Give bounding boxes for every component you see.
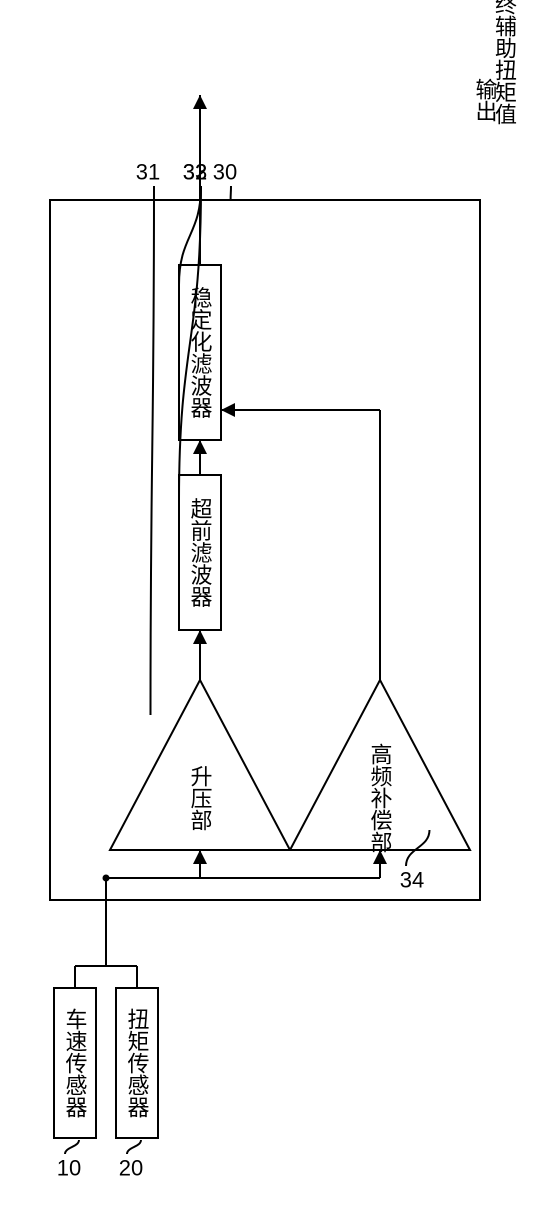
output-label-2: 最终辅助扭矩值 bbox=[492, 0, 517, 125]
hf-comp-label: 高频补偿部 bbox=[368, 743, 393, 853]
stab-filter-label: 稳定化滤波器 bbox=[188, 287, 213, 419]
speed-sensor-callout-num: 10 bbox=[57, 1156, 81, 1181]
boost-label: 升压部 bbox=[188, 765, 213, 831]
speed-sensor-label: 车速传感器 bbox=[63, 1008, 88, 1118]
lead-filter-label: 超前滤波器 bbox=[188, 498, 213, 608]
callout-30-num: 30 bbox=[213, 160, 237, 185]
callout-34-num: 34 bbox=[400, 868, 424, 893]
callout-31-num: 31 bbox=[136, 160, 160, 185]
torque-sensor-callout-num: 20 bbox=[119, 1156, 143, 1181]
torque-sensor-label: 扭矩传感器 bbox=[125, 1008, 150, 1118]
callout-33-num: 33 bbox=[183, 160, 207, 185]
speed-sensor-callout bbox=[65, 1140, 79, 1154]
torque-sensor-callout bbox=[127, 1140, 141, 1154]
